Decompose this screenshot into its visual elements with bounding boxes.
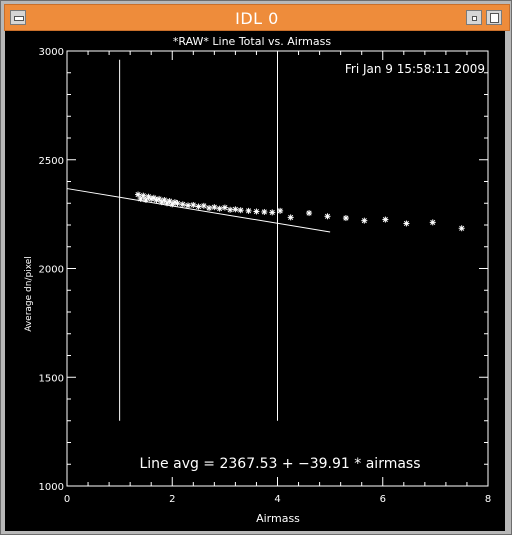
data-point <box>227 206 234 213</box>
chart-title: *RAW* Line Total vs. Airmass <box>173 35 331 48</box>
y-tick-label: 2000 <box>39 265 64 276</box>
data-point <box>166 198 173 205</box>
data-point <box>253 208 260 215</box>
data-point <box>216 205 223 212</box>
data-point <box>361 217 368 224</box>
data-point <box>403 220 410 227</box>
data-point <box>232 206 239 213</box>
x-tick-label: 4 <box>274 494 280 505</box>
data-point <box>245 207 252 214</box>
data-point <box>261 208 268 215</box>
y-tick-label: 1500 <box>39 373 64 384</box>
data-point <box>458 225 465 232</box>
data-point <box>142 196 149 203</box>
data-point <box>140 192 147 199</box>
data-point <box>200 202 207 209</box>
x-axis-label: Airmass <box>256 512 300 525</box>
fit-line <box>66 188 331 233</box>
data-point <box>221 204 228 211</box>
data-point <box>185 202 192 209</box>
data-point <box>206 205 213 212</box>
x-tick-label: 8 <box>485 494 491 505</box>
data-point <box>190 201 197 208</box>
data-point <box>382 216 389 223</box>
data-point <box>324 213 331 220</box>
data-point <box>237 207 244 214</box>
plot-canvas: *RAW* Line Total vs. Airmass Fri Jan 9 1… <box>5 31 505 531</box>
window-menu-icon[interactable] <box>10 10 26 25</box>
x-tick-label: 6 <box>380 494 386 505</box>
timestamp: Fri Jan 9 15:58:11 2009 <box>345 62 485 76</box>
y-axis-label: Average dn/pixel <box>24 256 34 332</box>
data-point <box>306 210 313 217</box>
x-tick-label: 2 <box>169 494 175 505</box>
data-point <box>269 209 276 216</box>
data-point <box>137 195 144 202</box>
scatter-plot: *RAW* Line Total vs. Airmass Fri Jan 9 1… <box>24 35 491 525</box>
data-point <box>135 191 142 198</box>
maximize-icon[interactable] <box>486 10 502 25</box>
data-point <box>179 201 186 208</box>
y-tick-label: 2500 <box>39 156 64 167</box>
data-point <box>211 204 218 211</box>
y-tick-label: 3000 <box>39 47 64 58</box>
data-point <box>277 207 284 214</box>
data-point <box>195 203 202 210</box>
title-bar[interactable]: IDL 0 <box>4 4 510 31</box>
minimize-icon[interactable] <box>466 10 482 25</box>
fit-annotation: Line avg = 2367.53 + −39.91 * airmass <box>139 456 420 472</box>
data-point <box>174 200 181 207</box>
data-point <box>342 215 349 222</box>
data-point <box>429 219 436 226</box>
y-tick-label: 1000 <box>39 482 64 493</box>
x-tick-label: 0 <box>64 494 70 505</box>
window-title: IDL 0 <box>235 9 279 28</box>
data-point <box>287 214 294 221</box>
